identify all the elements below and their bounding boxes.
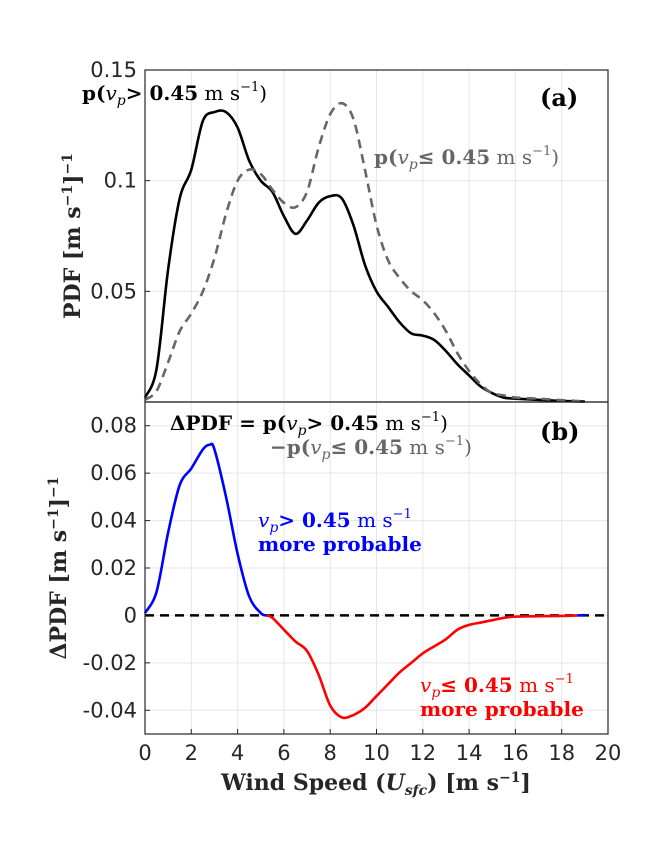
x-tick-label-4: 8 — [324, 741, 337, 765]
series-line-a-0 — [143, 109, 585, 403]
panel-b: -0.04 -0.02 0 0.02 0.04 0.06 0.08 0 2 4 6 8 10 12 14 1… — [46, 401, 621, 799]
y-tick-label-b-3: 0.02 — [90, 556, 137, 580]
y-tick-label-a-1: 0.1 — [104, 169, 137, 193]
annotation-delta-line1: ΔPDF = p(vp> 0.45 m s−1) — [170, 410, 448, 439]
y-tick-label-a-0: 0.05 — [90, 279, 137, 303]
x-tick-label-10: 20 — [595, 741, 622, 765]
grid-a — [145, 69, 608, 402]
series-a — [143, 101, 585, 403]
y-ticks-a: 0.05 0.1 0.15 — [90, 58, 150, 303]
delta-pdf-segment-1 — [266, 614, 578, 720]
delta-pdf-segment-0 — [143, 442, 268, 617]
x-tick-label-5: 10 — [363, 741, 390, 765]
annotation-blue-line2: more probable — [258, 532, 422, 556]
y-tick-label-b-0: -0.04 — [83, 698, 137, 722]
y-ticks-b: -0.04 -0.02 0 0.02 0.04 0.06 0.08 — [83, 414, 150, 722]
annotation-p-greater: p(vp> 0.45 m s−1) — [82, 80, 267, 109]
x-axis-label: Wind Speed (Usfc) [m s−1] — [220, 770, 531, 799]
y-tick-label-b-6: 0.08 — [90, 414, 137, 438]
annotation-red-line1: vp≤ 0.45 m s−1 — [420, 672, 574, 701]
annotation-blue-line1: vp> 0.45 m s−1 — [258, 507, 412, 536]
x-tick-label-6: 12 — [409, 741, 436, 765]
axes-frame-b — [144, 401, 609, 735]
y-tick-label-b-1: -0.02 — [83, 651, 137, 675]
annotation-delta-line2: −p(vp≤ 0.45 m s−1) — [270, 434, 472, 463]
y-axis-label-b: ΔPDF [m s−1]−1 — [46, 476, 72, 659]
x-tick-label-0: 0 — [138, 741, 151, 765]
y-tick-label-b-4: 0.04 — [90, 509, 137, 533]
annotation-p-less-equal: p(vp≤ 0.45 m s−1) — [374, 144, 559, 173]
annotation-red-line2: more probable — [420, 697, 584, 721]
panel-a: 0.05 0.1 0.15 (a) p(vp> 0.45 m s−1) p(vp≤ … — [60, 58, 609, 403]
y-tick-label-b-5: 0.06 — [90, 461, 137, 485]
x-tick-label-3: 6 — [277, 741, 290, 765]
x-tick-label-8: 16 — [502, 741, 529, 765]
x-tick-label-1: 2 — [185, 741, 198, 765]
x-tick-label-9: 18 — [548, 741, 575, 765]
y-tick-label-b-2: 0 — [124, 603, 137, 627]
panel-label-b: (b) — [540, 417, 580, 446]
series-line-a-1 — [144, 101, 585, 403]
x-ticks-b: 0 2 4 6 8 10 12 14 16 18 20 — [138, 729, 621, 765]
y-axis-label-a: PDF [m s−1]−1 — [60, 153, 86, 319]
x-tick-label-7: 14 — [456, 741, 483, 765]
series-b — [143, 442, 585, 720]
y-tick-label-a-2: 0.15 — [90, 58, 137, 82]
panel-label-a: (a) — [540, 83, 578, 112]
x-tick-label-2: 4 — [231, 741, 244, 765]
